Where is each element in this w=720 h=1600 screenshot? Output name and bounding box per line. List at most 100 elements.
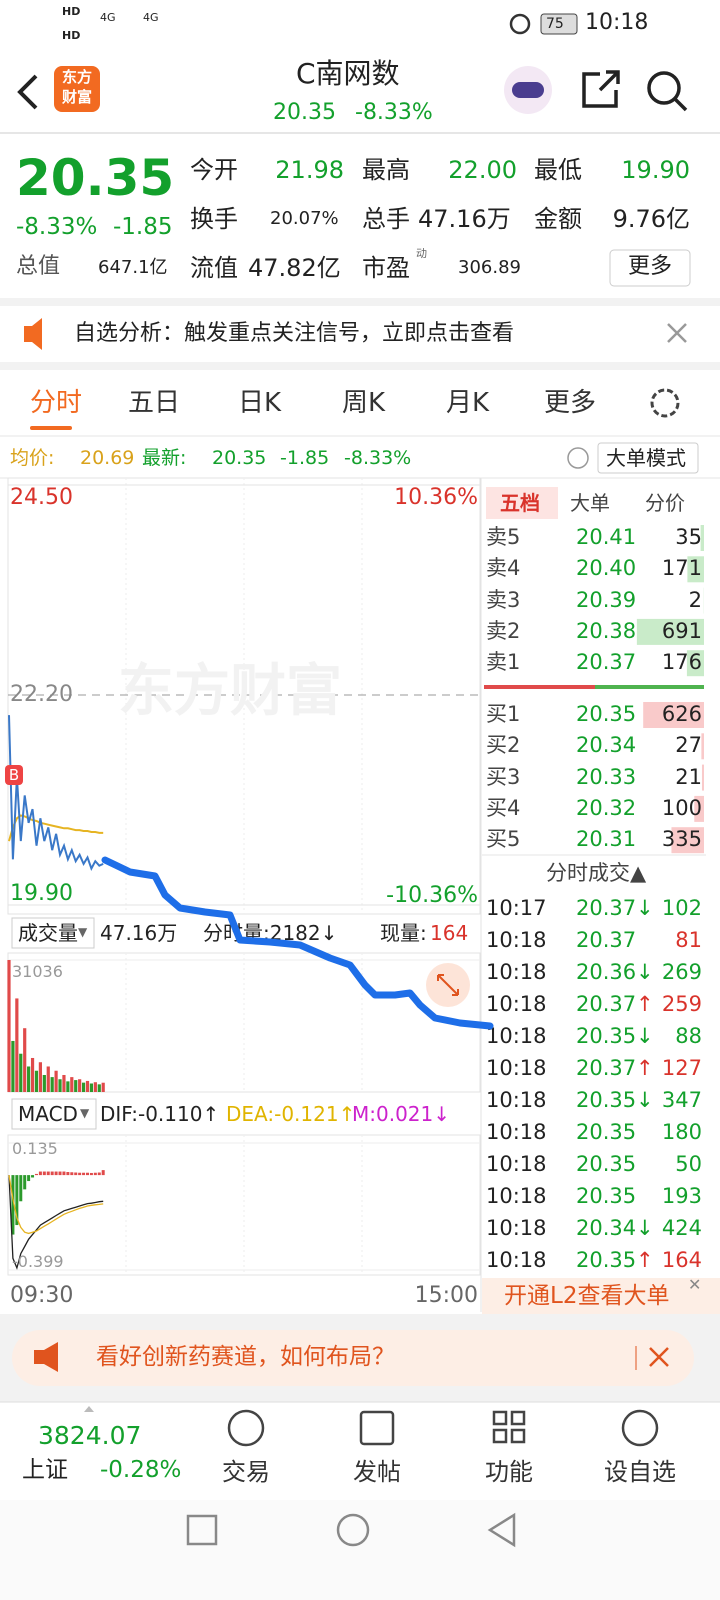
post-icon[interactable]: [359, 1410, 395, 1446]
notice-text[interactable]: 自选分析：触发重点关注信号，立即点击查看: [74, 321, 515, 346]
volume-bar: [97, 1084, 101, 1092]
tab[interactable]: 五日: [128, 388, 181, 418]
trade-icon[interactable]: [227, 1409, 265, 1447]
order-tab-bg[interactable]: [486, 487, 558, 519]
l2-banner-bg[interactable]: [482, 1278, 720, 1314]
back-icon[interactable]: [17, 74, 38, 110]
battery-level: 75: [546, 16, 564, 32]
function-icon[interactable]: [492, 1410, 526, 1444]
volume-bar: [93, 1082, 97, 1092]
nav-item[interactable]: 功能: [485, 1458, 533, 1486]
order-tab[interactable]: 分价: [645, 491, 685, 515]
trade-time: 10:18: [486, 992, 547, 1016]
book-price: 20.31: [576, 827, 637, 852]
tab[interactable]: 更多: [544, 388, 597, 418]
book-price: 20.33: [576, 764, 637, 789]
book-label: 卖3: [486, 587, 521, 612]
book-label: 卖2: [486, 618, 521, 643]
watchlist-icon[interactable]: [621, 1409, 659, 1447]
trade-price: 20.37: [576, 928, 637, 952]
dea-line: [8, 1174, 104, 1235]
l2-banner[interactable]: 开通L2查看大单: [504, 1283, 670, 1309]
index-change[interactable]: -0.28%: [100, 1457, 182, 1483]
robot-face: [512, 82, 544, 98]
book-price: 20.39: [576, 587, 637, 612]
divider: [0, 298, 720, 306]
ad-pill[interactable]: [12, 1330, 694, 1386]
settings-icon[interactable]: [650, 388, 680, 418]
tab[interactable]: 分时: [30, 388, 83, 418]
ad-text[interactable]: 看好创新药赛道，如何布局？: [96, 1344, 395, 1370]
recents-button[interactable]: [186, 1514, 218, 1546]
macd-select[interactable]: MACD: [18, 1102, 78, 1126]
book-volume: 691: [661, 618, 702, 643]
trade-time: 10:18: [486, 1056, 547, 1080]
tab[interactable]: 周K: [342, 388, 386, 418]
order-tab[interactable]: 大单: [570, 491, 610, 515]
macd-dea: DEA:-0.121↑: [226, 1102, 356, 1126]
home-button[interactable]: [336, 1513, 370, 1547]
nav-item[interactable]: 设自选: [604, 1458, 676, 1486]
field-label: 总手: [362, 205, 410, 233]
book-label: 卖5: [486, 525, 521, 549]
trade-time: 10:18: [486, 1184, 547, 1208]
book-divider-red: [484, 685, 595, 689]
more-button[interactable]: 更多: [628, 254, 673, 279]
book-price: 20.32: [576, 795, 637, 820]
trade-volume: 269: [661, 960, 702, 984]
book-price: 20.37: [576, 650, 637, 675]
stock-title: C南网数: [296, 57, 400, 90]
y-tick-label: 19.90: [10, 881, 73, 906]
trade-time: 10:18: [486, 1216, 547, 1240]
back-button[interactable]: [487, 1512, 516, 1548]
more-button-bg[interactable]: [609, 249, 691, 287]
avg-line: [8, 814, 104, 842]
depth-bar: [643, 702, 704, 728]
volume-bar: [15, 998, 19, 1092]
tab[interactable]: 月K: [446, 388, 490, 418]
field-value: 306.89: [458, 257, 521, 278]
nav-item[interactable]: 交易: [222, 1458, 270, 1486]
index-name[interactable]: 上证: [22, 1457, 68, 1483]
y-tick-label: 22.20: [10, 682, 73, 707]
help-icon[interactable]: [567, 447, 589, 469]
l2-close[interactable]: ✕: [688, 1275, 702, 1294]
search-icon: [673, 97, 688, 112]
book-price: 20.41: [576, 525, 637, 549]
trade-volume: 180: [661, 1120, 702, 1144]
mode-button[interactable]: 大单模式: [606, 446, 686, 470]
depth-bar: [701, 764, 704, 791]
tab[interactable]: 日K: [238, 388, 282, 418]
trades-title[interactable]: 分时成交▲: [546, 861, 647, 885]
volume-current-label: 现量:: [380, 921, 427, 945]
volume-select-bg[interactable]: [11, 917, 95, 949]
trade-time: 10:18: [486, 1024, 547, 1048]
depth-bar: [701, 733, 704, 760]
field-label: 流值: [190, 254, 238, 282]
mode-button-bg[interactable]: [597, 442, 699, 474]
book-volume: 35: [675, 525, 702, 549]
buy-marker[interactable]: B: [5, 765, 23, 785]
ad-close[interactable]: [649, 1347, 669, 1367]
nav-item[interactable]: 发帖: [353, 1458, 401, 1486]
volume-bar: [74, 1080, 78, 1092]
volume-bar: [23, 1028, 27, 1092]
order-tab[interactable]: 五档: [500, 491, 540, 515]
volume-bar: [89, 1083, 94, 1092]
net-icon: 4G: [143, 11, 159, 24]
clock: 10:18: [585, 10, 649, 35]
trade-arrow: ↑: [636, 1056, 654, 1080]
latest-value: 20.35: [212, 447, 267, 469]
volume-bar: [54, 1070, 58, 1092]
share-icon[interactable]: [582, 70, 620, 108]
field-label: 今开: [190, 156, 238, 184]
index-value[interactable]: 3824.07: [38, 1421, 142, 1450]
close-icon[interactable]: [667, 323, 687, 343]
macd-select-bg[interactable]: [11, 1098, 97, 1130]
search-icon[interactable]: [647, 71, 681, 105]
volume-select[interactable]: 成交量: [18, 921, 78, 945]
trade-price: 20.37: [576, 1056, 637, 1080]
logo-text: 东方: [62, 68, 93, 86]
latest-change-pct: -8.33%: [344, 447, 412, 469]
